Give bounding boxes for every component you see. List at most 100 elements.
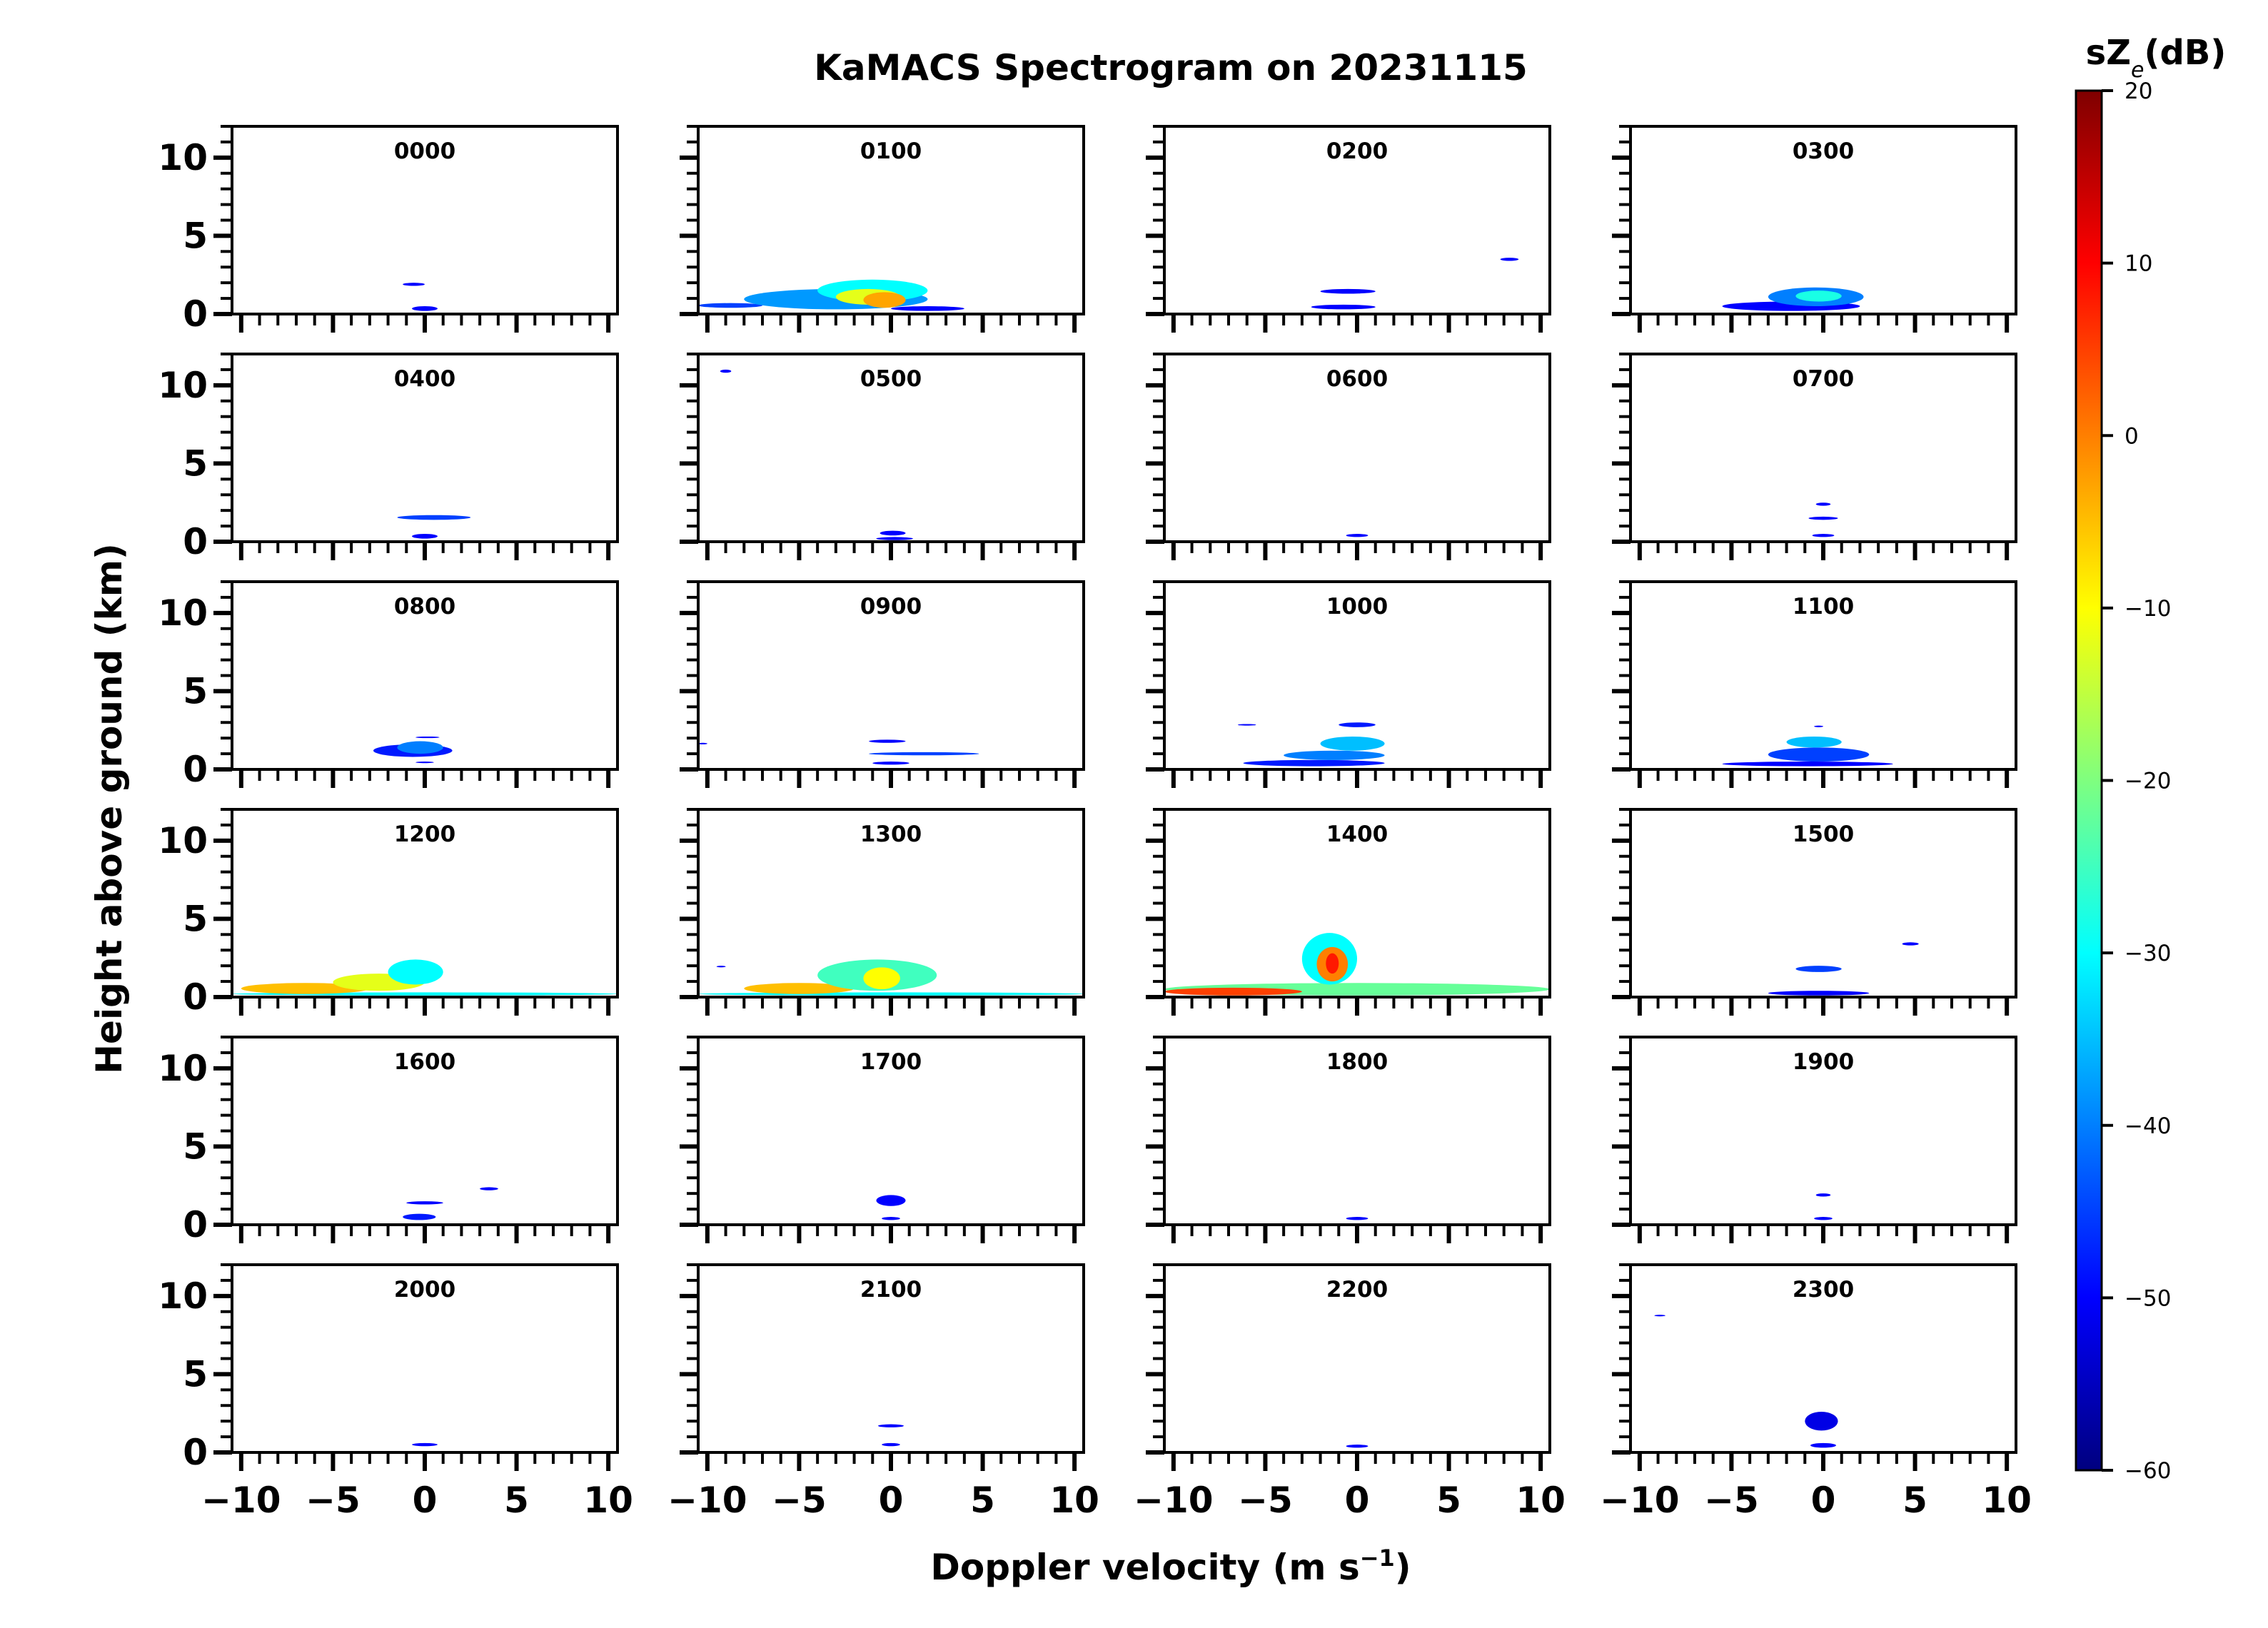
x-tick-label: −10 [1134,1480,1213,1521]
panel-time-label: 1800 [1326,1049,1388,1075]
echo-layer [1722,725,1893,767]
echo-layer [1346,1217,1369,1220]
echo-cell [397,515,471,520]
panel-time-label: 2300 [1793,1277,1854,1303]
echo-cell [1786,736,1842,748]
echo-layer [403,283,438,311]
echo-cell [1654,1315,1665,1317]
panel-background [1164,126,1550,314]
colorbar-gradient [2076,91,2102,1470]
echo-cell [1795,966,1842,972]
echo-layer [1808,502,1838,537]
y-tick-label: 10 [158,365,208,406]
colorbar-tick-label: −60 [2125,1458,2171,1484]
colorbar-tick-label: −10 [2125,596,2171,622]
echo-cell [1795,290,1842,302]
panel-2300: 2300 −10 −5 0 5 10 [1600,1263,2032,1521]
echo-layer [1346,1445,1369,1448]
echo-cell [1768,747,1870,762]
echo-cell [1815,502,1831,506]
echo-cell [412,534,438,539]
colorbar-label: sZe(dB) [2086,33,2227,83]
echo-cell [1810,1442,1836,1448]
panel-time-label: 1500 [1793,821,1854,847]
echo-cell [1237,724,1256,726]
echo-layer [412,1442,438,1447]
panel-1700: 1700 [680,1036,1085,1243]
echo-cell [869,739,906,743]
panel-time-label: 1000 [1326,594,1388,620]
panel-1800: 1800 [1146,1036,1551,1243]
panel-background [1164,809,1550,997]
y-axis-label: Height above ground (km) [89,543,130,1074]
panel-background [1631,354,2016,542]
echo-cell [1326,953,1339,974]
x-tick-label: −5 [306,1480,361,1521]
panel-0500: 0500 [680,353,1085,560]
echo-cell [882,1217,900,1220]
echo-layer [1311,258,1519,310]
colorbar-tick-label: 10 [2125,251,2152,277]
panel-background [232,126,618,314]
echo-cell [403,283,425,286]
echo-layer [1654,1315,1838,1448]
colorbar-tick-label: −20 [2125,769,2171,794]
panel-background [698,582,1084,769]
echo-cell [406,1201,443,1205]
echo-cell [1164,987,1302,996]
panel-0600: 0600 [1146,353,1551,560]
panel-time-label: 0700 [1793,366,1854,392]
panel-background [1631,809,2016,997]
y-tick-label: 0 [183,521,208,562]
echo-cell [698,992,1084,996]
panel-1200: 1200 0 5 10 [158,808,619,1018]
x-tick-label: 0 [1345,1480,1370,1521]
x-tick-label: 10 [1049,1480,1099,1521]
y-tick-label: 0 [183,976,208,1018]
y-tick-label: 10 [158,1048,208,1089]
panel-1900: 1900 [1612,1036,2017,1243]
panel-background [698,1037,1084,1225]
colorbar-tick-label: −30 [2125,941,2171,966]
colorbar-tick-label: 20 [2125,79,2152,104]
echo-cell [415,736,440,739]
echo-cell [1311,304,1376,310]
echo-cell [1346,534,1369,537]
echo-cell [869,752,979,756]
panel-time-label: 1200 [394,821,455,847]
x-tick-label: −10 [201,1480,281,1521]
y-tick-label: 5 [183,898,208,939]
colorbar-tick-label: 0 [2125,423,2139,449]
echo-cell [1814,725,1824,727]
panel-time-label: 0800 [394,594,455,620]
echo-cell [1902,942,1919,946]
y-tick-label: 5 [183,443,208,484]
panel-time-label: 0600 [1326,366,1388,392]
panel-0700: 0700 [1612,353,2017,560]
panel-time-label: 1100 [1793,594,1854,620]
echo-cell [720,369,732,373]
echo-layer [1164,933,1550,996]
x-tick-label: 10 [1982,1480,2032,1521]
y-tick-label: 10 [158,1275,208,1317]
y-tick-label: 0 [183,1204,208,1245]
echo-cell [1814,1217,1833,1220]
panel-0800: 0800 0 5 10 [158,580,619,790]
echo-cell [480,1187,498,1190]
panel-background [232,354,618,542]
x-tick-label: 5 [1902,1480,1927,1521]
echo-cell [891,306,964,311]
echo-cell [876,537,913,540]
echo-layer [698,279,964,311]
echo-cell [698,303,762,308]
echo-cell [1346,1445,1369,1448]
panel-time-label: 1600 [394,1049,455,1075]
echo-layer [1722,287,1864,311]
y-tick-label: 0 [183,1432,208,1473]
echo-cell [716,966,726,968]
panel-0100: 0100 [680,125,1085,333]
panel-2200: 2200 −10 −5 0 5 10 [1134,1263,1566,1521]
panel-time-label: 0300 [1793,138,1854,164]
echo-cell [1320,736,1385,751]
